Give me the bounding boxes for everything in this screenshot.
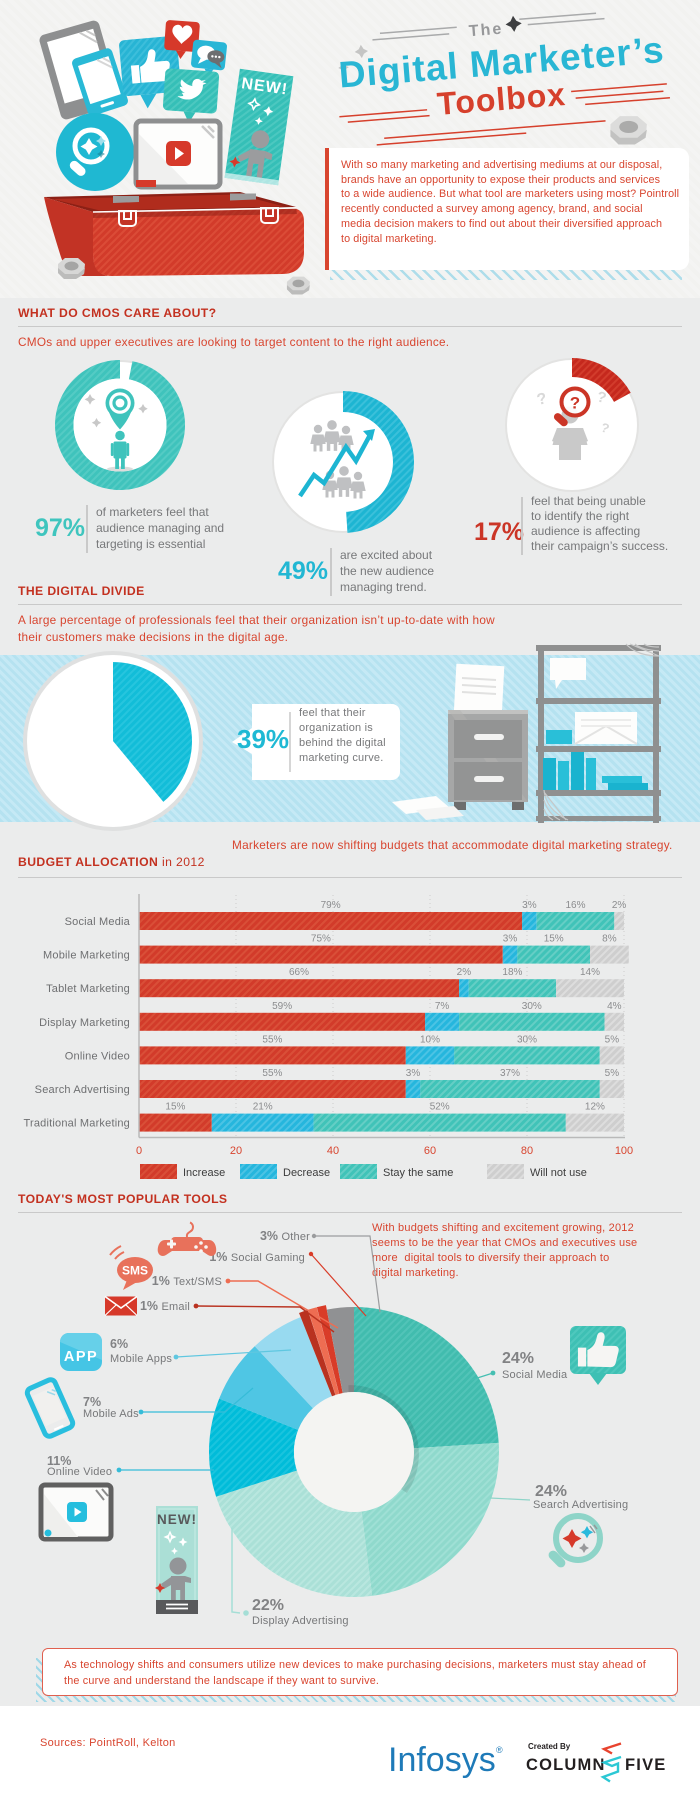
svg-text:SMS: SMS [122,1264,148,1278]
svg-text:behind the digital: behind the digital [299,737,386,749]
svg-text:59%: 59% [272,1001,292,1012]
svg-text:Online Video: Online Video [65,1050,130,1062]
svg-text:79%: 79% [321,900,341,911]
svg-text:10%: 10% [420,1034,440,1045]
svg-text:Created By: Created By [528,1742,571,1751]
svg-text:Traditional Marketing: Traditional Marketing [23,1118,130,1130]
svg-text:5%: 5% [605,1034,620,1045]
svg-text:The: The [468,21,504,41]
svg-text:24%: 24% [535,1483,567,1500]
svg-text:FIVE: FIVE [625,1756,666,1774]
svg-text:Stay the same: Stay the same [383,1167,453,1179]
svg-text:40: 40 [327,1145,339,1157]
svg-text:24%: 24% [502,1350,534,1367]
svg-text:2%: 2% [457,967,472,978]
svg-text:80: 80 [521,1145,533,1157]
svg-text:7%: 7% [435,1001,450,1012]
svg-text:®: ® [496,1745,503,1755]
svg-text:15%: 15% [544,934,564,945]
svg-text:60: 60 [424,1145,436,1157]
svg-text:Mobile Ads: Mobile Ads [83,1408,139,1420]
svg-text:12%: 12% [585,1102,605,1113]
svg-text:2%: 2% [612,900,627,911]
svg-text:30%: 30% [522,1001,542,1012]
svg-text:55%: 55% [262,1068,282,1079]
svg-text:feel that their: feel that their [299,707,366,719]
svg-text:4%: 4% [607,1001,622,1012]
svg-text:Mobile Apps: Mobile Apps [110,1353,172,1365]
svg-text:21%: 21% [253,1102,273,1113]
svg-text:55%: 55% [262,1034,282,1045]
svg-text:3%: 3% [406,1068,421,1079]
svg-text:Infosys: Infosys [388,1741,496,1779]
svg-text:1% Text/SMS: 1% Text/SMS [152,1274,222,1288]
svg-text:39%: 39% [237,724,289,754]
svg-text:Online Video: Online Video [47,1466,112,1478]
svg-text:Increase: Increase [183,1167,225,1179]
svg-text:11%: 11% [47,1454,71,1468]
svg-text:?: ? [595,388,608,407]
svg-text:37%: 37% [500,1068,520,1079]
svg-text:organization is: organization is [299,722,373,734]
svg-text:Search Advertising: Search Advertising [35,1084,130,1096]
svg-text:14%: 14% [580,967,600,978]
svg-text:3%: 3% [503,934,518,945]
svg-text:5%: 5% [605,1068,620,1079]
svg-text:Tablet Marketing: Tablet Marketing [46,983,130,995]
svg-text:18%: 18% [502,967,522,978]
svg-text:Decrease: Decrease [283,1167,330,1179]
svg-text:22%: 22% [252,1597,284,1614]
svg-text:1% Social Gaming: 1% Social Gaming [209,1250,305,1264]
svg-text:3% Other: 3% Other [260,1229,310,1243]
svg-text:Will not use: Will not use [530,1167,587,1179]
svg-text:30%: 30% [517,1034,537,1045]
svg-text:75%: 75% [311,934,331,945]
svg-text:3%: 3% [522,900,537,911]
svg-text:66%: 66% [289,967,309,978]
svg-text:?: ? [535,390,548,409]
svg-text:Social Media: Social Media [502,1369,568,1381]
svg-text:Mobile Marketing: Mobile Marketing [43,950,130,962]
svg-text:Social Media: Social Media [65,916,131,928]
svg-text:Search Advertising: Search Advertising [533,1499,628,1511]
svg-text:8%: 8% [602,934,617,945]
svg-text:16%: 16% [565,900,585,911]
svg-text:?: ? [570,394,580,413]
svg-text:1% Email: 1% Email [140,1299,190,1313]
svg-text:APP: APP [64,1349,98,1365]
svg-text:Display Marketing: Display Marketing [39,1017,130,1029]
svg-text:6%: 6% [110,1337,128,1351]
svg-text:NEW!: NEW! [240,75,289,98]
svg-text:NEW!: NEW! [157,1512,197,1527]
svg-text:0: 0 [136,1145,142,1157]
svg-text:7%: 7% [83,1395,101,1409]
svg-text:15%: 15% [165,1102,185,1113]
svg-text:Display Advertising: Display Advertising [252,1615,349,1627]
svg-text:20: 20 [230,1145,242,1157]
svg-text:52%: 52% [430,1102,450,1113]
svg-text:100: 100 [615,1145,633,1157]
svg-text:COLUMN: COLUMN [526,1756,606,1774]
svg-text:marketing curve.: marketing curve. [299,752,384,764]
